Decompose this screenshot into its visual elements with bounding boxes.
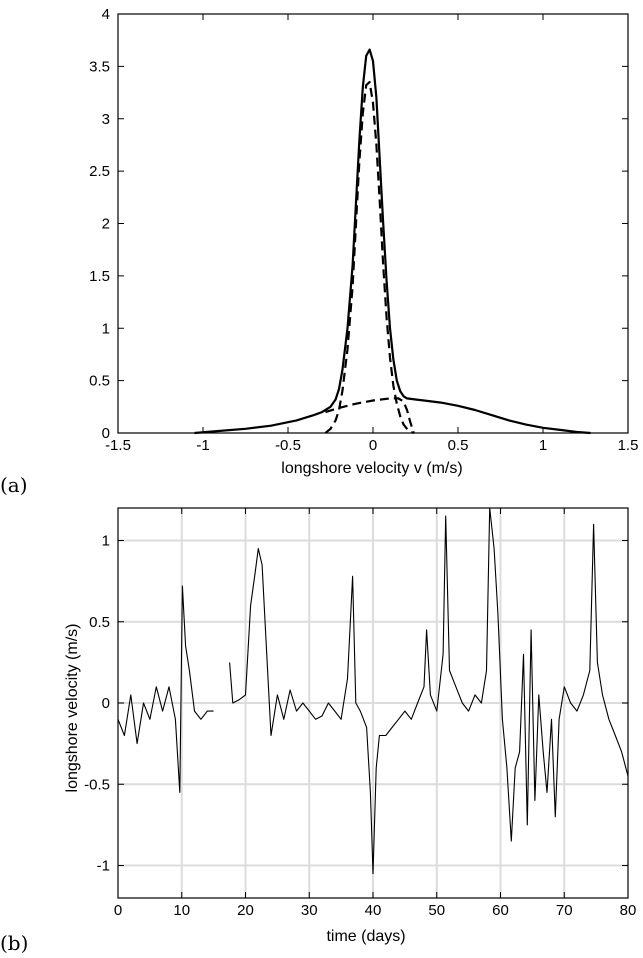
panel-a-x-tick-label-6: 1.5 bbox=[618, 437, 639, 454]
panel-a-y-tick-label-2: 1 bbox=[102, 320, 110, 337]
panel-b-label: (b) bbox=[0, 931, 28, 955]
panel-a-y-tick-label-4: 2 bbox=[102, 216, 110, 233]
panel-a-x-tick-label-0: -1.5 bbox=[105, 437, 131, 454]
panel-a-y-tick-label-6: 3 bbox=[102, 111, 110, 128]
panel-b-y-axis-label: longshore velocity (m/s) bbox=[64, 624, 81, 793]
panel-b-x-tick-label-8: 80 bbox=[620, 902, 637, 919]
panel-a-x-tick-label-4: 0.5 bbox=[448, 437, 469, 454]
panel-b-y-tick-label-2: 0 bbox=[102, 695, 110, 712]
panel-b-y-tick-label-3: 0.5 bbox=[89, 614, 110, 631]
panel-a-y-tick-label-0: 0 bbox=[102, 425, 110, 442]
panel-b-plot-frame bbox=[117, 507, 629, 899]
panel-a-y-tick-label-1: 0.5 bbox=[89, 373, 110, 390]
panel-a-y-tick-label-7: 3.5 bbox=[89, 58, 110, 75]
panel-a-x-tick-label-5: 1 bbox=[539, 437, 547, 454]
panel-b: (b) 0 10 20 30 40 50 60 70 80 -1 -0.5 0 0.5 1 time (d… bbox=[0, 507, 637, 955]
panel-b-x-tick-label-2: 20 bbox=[237, 902, 254, 919]
panel-a-x-axis-label: longshore velocity v (m/s) bbox=[281, 460, 462, 477]
panel-a-y-tick-label-8: 4 bbox=[102, 6, 110, 23]
panel-b-y-tick-label-4: 1 bbox=[102, 533, 110, 550]
panel-b-x-axis-label: time (days) bbox=[326, 928, 405, 945]
panel-a-label: (a) bbox=[0, 473, 28, 497]
panel-a-y-tick-label-3: 1.5 bbox=[89, 268, 110, 285]
panel-a-plot-frame bbox=[117, 13, 629, 434]
panel-b-x-tick-label-7: 70 bbox=[556, 902, 573, 919]
panel-b-y-tick-label-0: -1 bbox=[97, 858, 110, 875]
panel-b-y-tick-label-1: -0.5 bbox=[84, 776, 110, 793]
panel-a-x-tick-label-1: -1 bbox=[196, 437, 209, 454]
panel-b-x-tick-label-1: 10 bbox=[173, 902, 190, 919]
panel-a: (a) -1.5 -1 -0.5 0 0.5 1 1.500.511.522.533.54 … bbox=[0, 6, 638, 497]
panel-a-x-tick-label-3: 0 bbox=[369, 437, 377, 454]
panel-a-series-2-line bbox=[325, 397, 415, 434]
panel-a-x-tick-label-2: -0.5 bbox=[275, 437, 301, 454]
panel-b-x-tick-label-5: 50 bbox=[428, 902, 445, 919]
panel-b-x-tick-label-4: 40 bbox=[365, 902, 382, 919]
panel-b-x-tick-label-0: 0 bbox=[114, 902, 122, 919]
panel-a-series-1-line bbox=[324, 81, 415, 435]
panel-b-series-0-line-1 bbox=[229, 507, 629, 875]
panel-b-x-tick-label-3: 30 bbox=[301, 902, 318, 919]
panel-a-series-0-line bbox=[194, 48, 591, 435]
panel-b-x-tick-label-6: 60 bbox=[492, 902, 509, 919]
panel-a-y-tick-label-5: 2.5 bbox=[89, 163, 110, 180]
panel-b-series-0-line-0 bbox=[117, 585, 214, 793]
